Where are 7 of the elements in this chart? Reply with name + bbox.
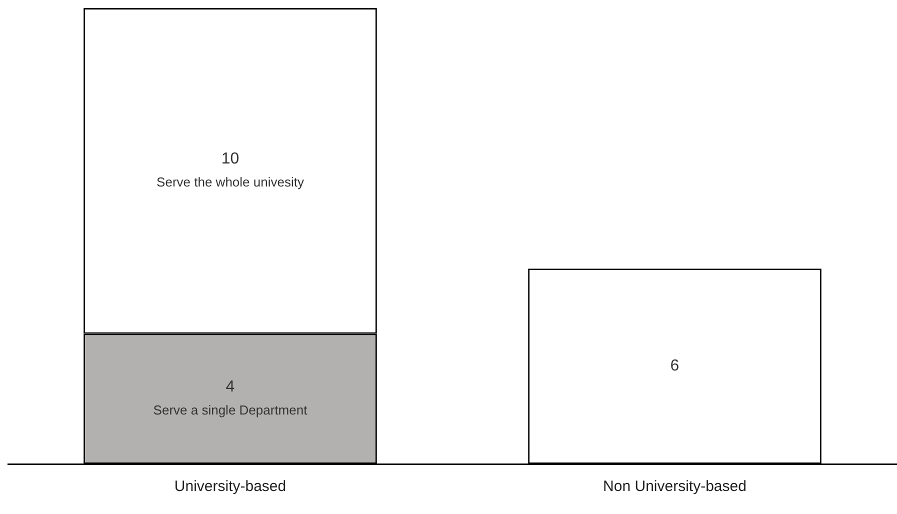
series-label: Serve the whole univesity xyxy=(156,174,304,190)
series-label: Serve a single Department xyxy=(153,402,308,418)
data-label: 4 xyxy=(226,378,235,396)
data-label: 10 xyxy=(221,150,240,168)
data-label: 6 xyxy=(670,358,680,375)
x-tick-label: University-based xyxy=(174,478,286,496)
x-tick-label: Non University-based xyxy=(603,478,746,496)
